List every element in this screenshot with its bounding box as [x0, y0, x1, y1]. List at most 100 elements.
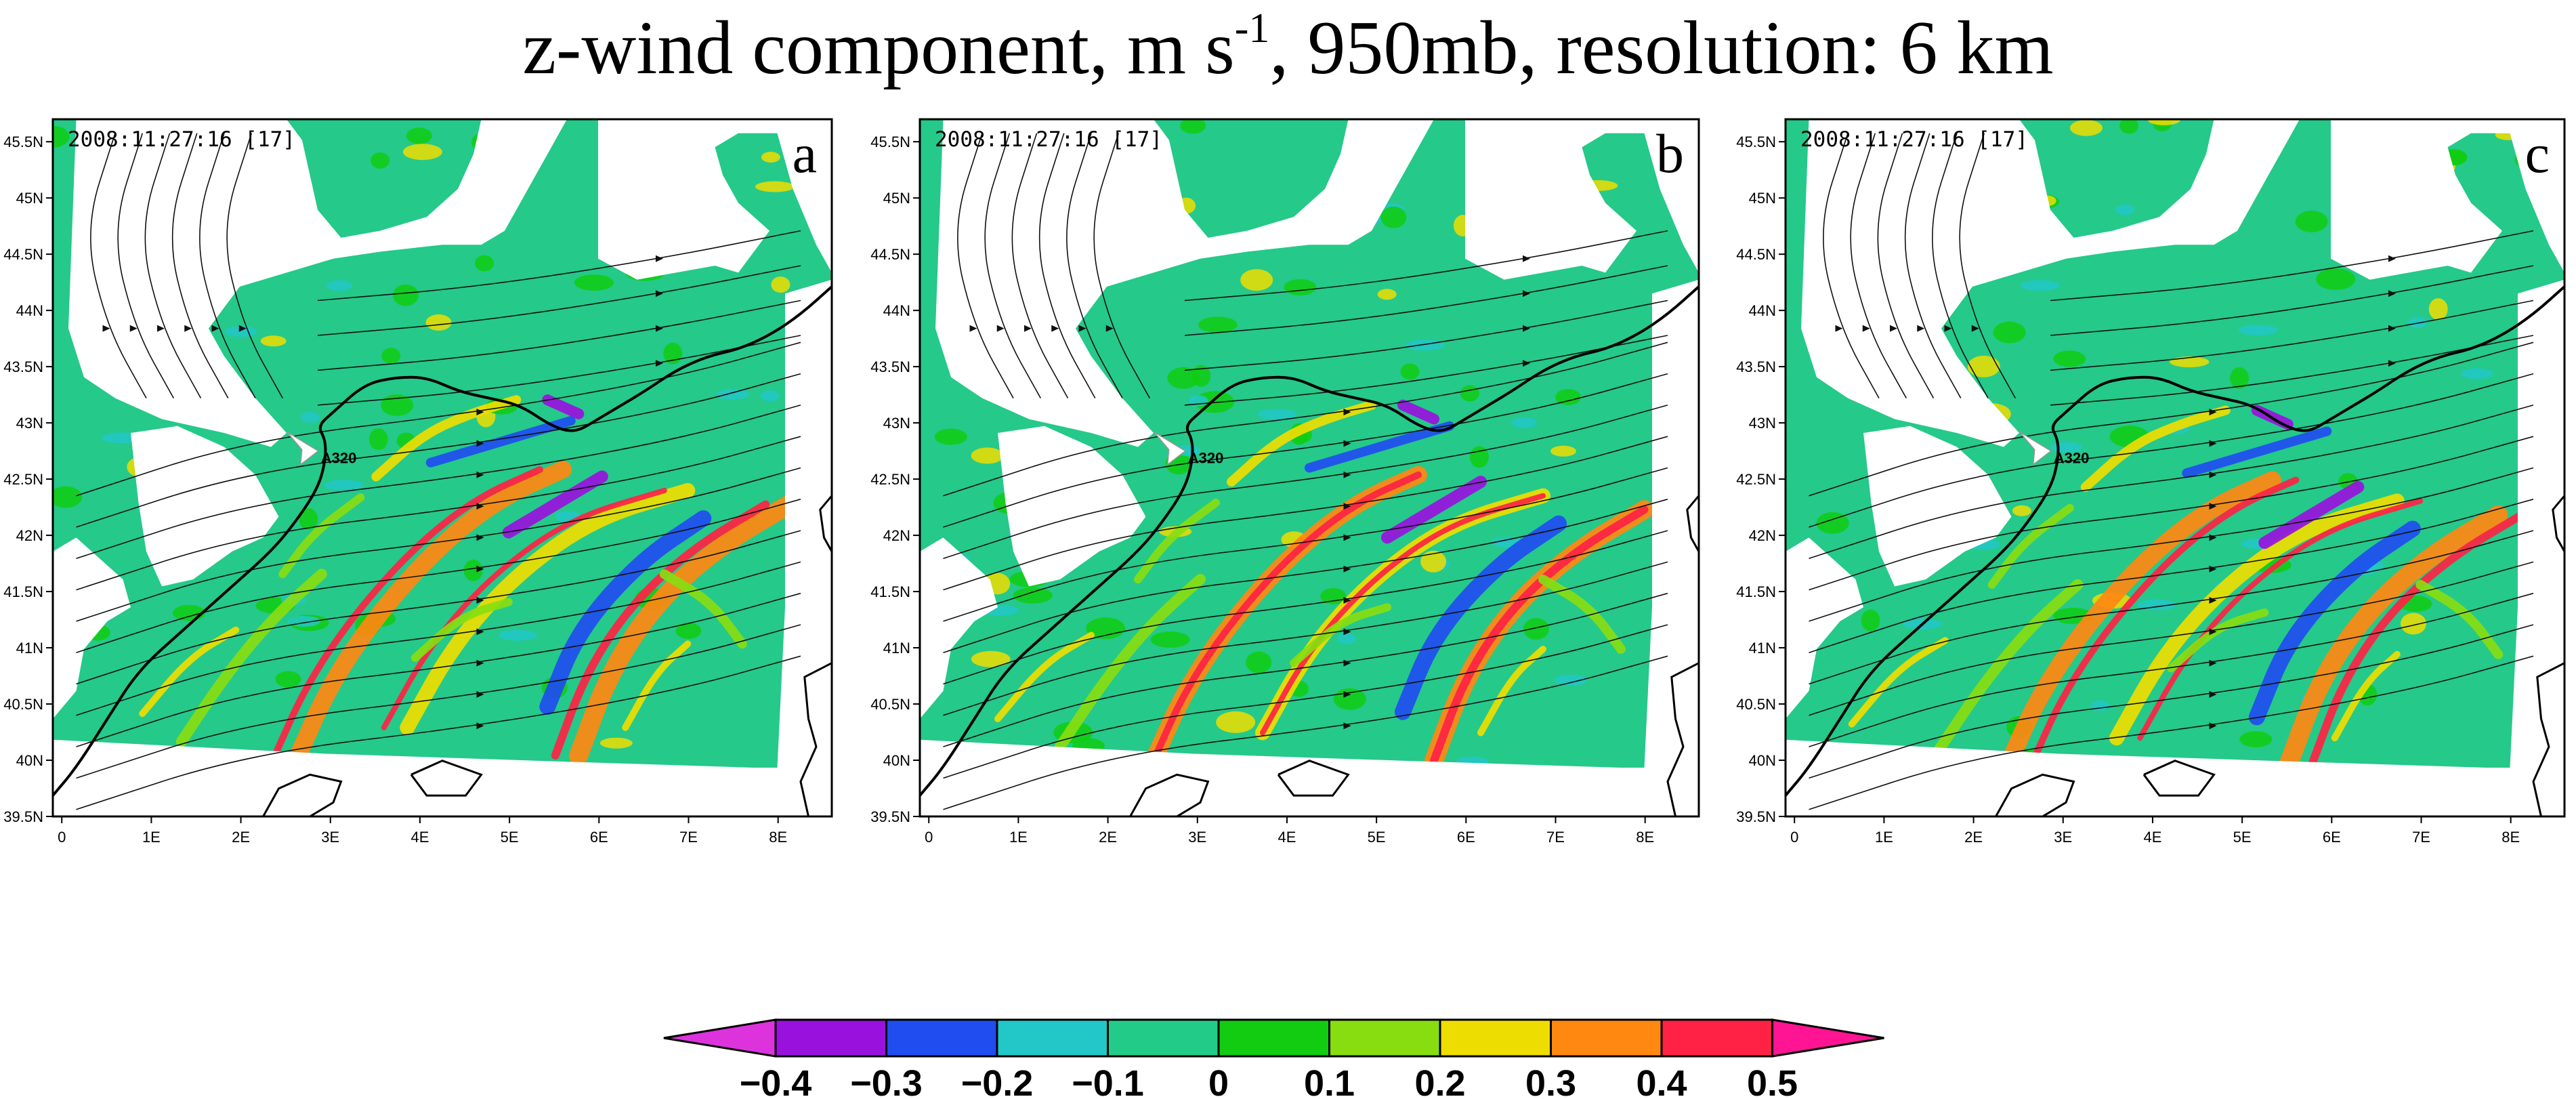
streamline: [2050, 230, 2534, 302]
field-blob: [1284, 279, 1317, 295]
streamline: [1011, 133, 1069, 398]
streamline: [1850, 133, 1907, 398]
streamline: [1038, 133, 1096, 398]
lon-tick-label: 3E: [321, 829, 339, 846]
sardinia-coast: [1666, 662, 1699, 816]
lat-tick-label: 43.5N: [3, 358, 43, 375]
colorbar-label: −0.2: [961, 1063, 1034, 1099]
no-data-mask: [2331, 119, 2564, 280]
streamline: [1809, 467, 2534, 622]
field-blob: [1861, 609, 1880, 631]
streamline: [1932, 133, 1989, 398]
no-data-mask: [53, 537, 131, 719]
streamline-arrow: [1105, 325, 1114, 332]
field-blob: [2012, 505, 2031, 516]
streamline: [943, 467, 1668, 622]
streamline: [1809, 341, 2534, 497]
streamline-arrow: [476, 409, 484, 416]
streamline-arrow: [2209, 722, 2217, 730]
lon-tick-label: 0: [1790, 829, 1798, 846]
colorbar-label: −0.4: [740, 1063, 812, 1099]
streamline-arrow: [2209, 690, 2217, 698]
colorbar-label: 0.3: [1525, 1063, 1576, 1099]
field-blob: [1333, 688, 1366, 710]
streamline: [1809, 655, 2534, 810]
streamline: [76, 624, 801, 779]
field-blob: [1167, 367, 1200, 389]
lat-tick-label: 42N: [16, 527, 43, 544]
streamline-arrow: [2209, 659, 2217, 667]
field-blob: [368, 428, 388, 451]
aircraft-icon: [287, 431, 320, 466]
streamline-arrow: [656, 360, 663, 367]
no-data-mask: [2510, 279, 2564, 768]
vertical-wind-band: [381, 487, 667, 730]
field-blob: [2239, 731, 2273, 748]
vertical-wind-band: [289, 461, 572, 764]
vertical-wind-band: [1260, 493, 1546, 736]
lat-tick-label: 42.5N: [870, 471, 910, 488]
lat-tick-label: 44N: [16, 302, 43, 319]
streamline: [76, 467, 801, 622]
field-blob: [1240, 269, 1273, 291]
streamline: [984, 133, 1041, 398]
lon-tick-label: 1E: [1875, 829, 1893, 846]
colorbar-under-triangle: [663, 1018, 777, 1058]
lon-tick-label: 4E: [1278, 829, 1296, 846]
streamline-arrow: [1051, 325, 1059, 332]
vertical-wind-band: [2331, 650, 2401, 742]
streamline: [226, 133, 283, 398]
wind-field: [1786, 119, 2564, 816]
field-blob: [2115, 204, 2135, 215]
streamline-arrow: [1343, 690, 1351, 698]
lat-tick-label: 40.5N: [3, 696, 43, 713]
streamline: [1809, 561, 2534, 716]
vertical-wind-band: [175, 568, 327, 747]
streamline-arrow: [184, 325, 192, 332]
field-blob: [755, 181, 795, 192]
streamline: [1184, 265, 1668, 336]
vertical-wind-band: [2080, 405, 2231, 492]
coastline: [1786, 285, 2564, 797]
colorbar-bin: [774, 1018, 887, 1058]
field-blob: [1380, 206, 1407, 228]
field-blob: [402, 144, 442, 161]
streamline: [76, 405, 801, 560]
lat-tick-label: 45N: [16, 190, 43, 207]
lat-tick-label: 40N: [1749, 752, 1776, 769]
streamline-arrow: [211, 325, 219, 332]
sardinia-coast: [1686, 495, 1699, 552]
panel-timestamp: 2008:11:27:16 [17]: [935, 127, 1162, 152]
field-blob: [1150, 631, 1190, 648]
streamline-arrow: [476, 471, 484, 478]
lon-tick-label: 1E: [1009, 829, 1028, 846]
streamline-arrow: [2388, 290, 2396, 297]
field-blob: [2238, 325, 2278, 336]
streamline-arrow: [2209, 565, 2217, 573]
wind-field: [920, 119, 1699, 816]
vertical-wind-band: [1998, 471, 2281, 775]
lat-tick-label: 41N: [1749, 640, 1776, 657]
field-blob: [381, 348, 401, 365]
no-data-mask: [1465, 119, 1699, 280]
aircraft-label: A320: [2054, 450, 2090, 467]
colorbar-label: −0.1: [1072, 1063, 1144, 1099]
field-blob: [716, 388, 749, 400]
colorbar-label: 0.5: [1747, 1063, 1798, 1099]
vertical-wind-band: [1150, 471, 1422, 764]
streamline-arrow: [2209, 534, 2217, 541]
no-data-mask: [935, 119, 1434, 447]
field-blob: [1246, 651, 1272, 673]
streamline: [1823, 133, 1880, 398]
lat-tick-label: 42.5N: [3, 471, 43, 488]
streamline-arrow: [476, 628, 484, 636]
vertical-wind-band: [2182, 426, 2332, 478]
field-blob: [53, 125, 70, 148]
streamline-arrow: [1890, 325, 1897, 332]
streamline-arrow: [476, 503, 484, 510]
lon-tick-label: 2E: [1964, 829, 1983, 846]
field-blob: [498, 629, 538, 641]
map-frame: [1784, 118, 2566, 818]
streamline-arrow: [1523, 360, 1530, 367]
streamline: [199, 133, 256, 398]
